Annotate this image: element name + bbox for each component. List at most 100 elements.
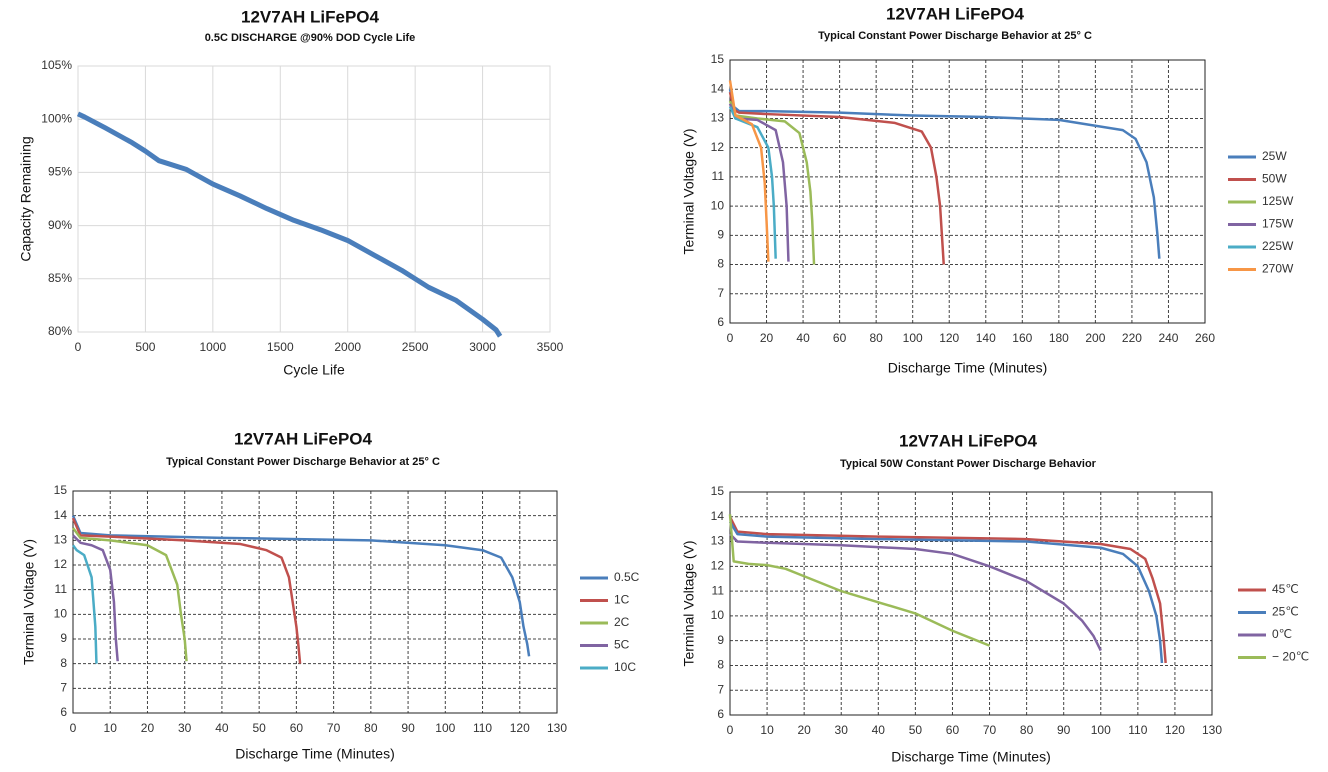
x-tick-label: 40 — [872, 723, 886, 737]
x-tick-label: 70 — [983, 723, 997, 737]
data-line — [728, 88, 1161, 259]
y-tick-label: 12 — [711, 559, 725, 573]
x-tick-label: 60 — [290, 721, 304, 735]
x-tick-label: 90 — [401, 721, 415, 735]
y-tick-label: 8 — [60, 656, 67, 670]
y-tick-label: 90% — [48, 218, 72, 232]
y-axis-label: Terminal Voltage (V) — [21, 539, 37, 665]
x-tick-label: 60 — [833, 331, 847, 345]
y-tick-label: 105% — [41, 58, 72, 72]
y-tick-label: 9 — [60, 631, 67, 645]
y-tick-label: 11 — [712, 583, 725, 597]
legend-label: 5C — [614, 638, 630, 652]
y-tick-label: 11 — [712, 169, 725, 183]
chart-subtitle: Typical 50W Constant Power Discharge Beh… — [840, 458, 1097, 470]
data-line — [72, 544, 98, 664]
x-tick-label: 260 — [1195, 331, 1215, 345]
data-line — [72, 527, 188, 662]
data-line — [729, 533, 1102, 652]
chart-title: 12V7AH LiFePO4 — [234, 429, 372, 448]
x-tick-label: 70 — [327, 721, 341, 735]
x-tick-label: 0 — [727, 723, 734, 737]
chart-subtitle: Typical Constant Power Discharge Behavio… — [818, 30, 1092, 42]
plot-frame — [72, 490, 558, 714]
x-tick-label: 50 — [252, 721, 266, 735]
data-line — [76, 111, 503, 338]
data-line — [728, 521, 1164, 664]
y-axis-label: Capacity Remaining — [18, 136, 34, 261]
y-axis-label: Terminal Voltage (V) — [681, 128, 697, 254]
x-tick-label: 220 — [1122, 331, 1142, 345]
legend-label: 10C — [614, 660, 636, 674]
x-tick-label: 1000 — [200, 340, 227, 354]
x-tick-label: 120 — [939, 331, 959, 345]
x-tick-label: 100 — [903, 331, 923, 345]
legend-label: 0℃ — [1272, 627, 1292, 641]
data-line — [728, 103, 790, 262]
y-tick-label: 14 — [711, 509, 725, 523]
y-tick-label: 15 — [711, 52, 725, 66]
x-tick-label: 1500 — [267, 340, 294, 354]
y-tick-label: 7 — [60, 681, 67, 695]
x-tick-label: 20 — [141, 721, 155, 735]
plot-frame — [729, 59, 1206, 324]
y-tick-label: 10 — [54, 607, 68, 621]
data-line — [728, 516, 1167, 664]
plot-frame — [729, 491, 1213, 716]
chart-subtitle: 0.5C DISCHARGE @90% DOD Cycle Life — [205, 32, 416, 44]
legend-label: 270W — [1262, 262, 1294, 276]
y-tick-label: 15 — [711, 484, 725, 498]
y-tick-label: 80% — [48, 324, 72, 338]
data-line — [71, 515, 531, 657]
chart-title: 12V7AH LiFePO4 — [886, 4, 1024, 23]
x-tick-label: 20 — [760, 331, 774, 345]
y-tick-label: 13 — [711, 111, 725, 125]
y-tick-label: 14 — [54, 508, 68, 522]
legend-label: 1C — [614, 593, 630, 607]
y-tick-label: 7 — [717, 682, 724, 696]
x-tick-label: 120 — [510, 721, 530, 735]
x-tick-label: 3500 — [537, 340, 564, 354]
x-axis-label: Discharge Time (Minutes) — [888, 360, 1048, 376]
y-axis-label: Terminal Voltage (V) — [681, 540, 697, 666]
data-line — [728, 106, 777, 259]
chart-title: 12V7AH LiFePO4 — [899, 431, 1037, 450]
x-tick-label: 80 — [364, 721, 378, 735]
y-tick-label: 100% — [41, 111, 72, 125]
x-tick-label: 200 — [1085, 331, 1105, 345]
x-tick-label: 10 — [104, 721, 118, 735]
x-tick-label: 2000 — [334, 340, 361, 354]
data-line — [72, 534, 119, 662]
y-tick-label: 6 — [717, 315, 724, 329]
legend-label: 125W — [1262, 194, 1294, 208]
x-tick-label: 20 — [797, 723, 811, 737]
legend-label: 50W — [1262, 172, 1287, 186]
x-tick-label: 2500 — [402, 340, 429, 354]
y-tick-label: 14 — [711, 81, 725, 95]
legend-label: 2C — [614, 615, 630, 629]
data-line — [728, 91, 945, 265]
x-tick-label: 80 — [1020, 723, 1034, 737]
x-tick-label: 110 — [473, 721, 492, 735]
x-tick-label: 3000 — [469, 340, 496, 354]
y-tick-label: 12 — [54, 557, 68, 571]
x-tick-label: 140 — [976, 331, 996, 345]
y-tick-label: 13 — [711, 534, 725, 548]
x-tick-label: 80 — [869, 331, 883, 345]
y-tick-label: 6 — [717, 707, 724, 721]
legend-label: − 20℃ — [1272, 650, 1309, 664]
x-tick-label: 10 — [760, 723, 774, 737]
chart-title: 12V7AH LiFePO4 — [241, 7, 379, 26]
legend-label: 25℃ — [1272, 605, 1299, 619]
x-tick-label: 40 — [796, 331, 810, 345]
y-tick-label: 8 — [717, 257, 724, 271]
x-tick-label: 160 — [1012, 331, 1032, 345]
legend-label: 25W — [1262, 149, 1287, 163]
x-tick-label: 180 — [1049, 331, 1069, 345]
data-line — [728, 100, 816, 265]
x-tick-label: 100 — [1091, 723, 1111, 737]
x-axis-label: Cycle Life — [283, 362, 345, 378]
x-tick-label: 50 — [909, 723, 923, 737]
x-tick-label: 0 — [75, 340, 82, 354]
y-tick-label: 9 — [717, 633, 724, 647]
